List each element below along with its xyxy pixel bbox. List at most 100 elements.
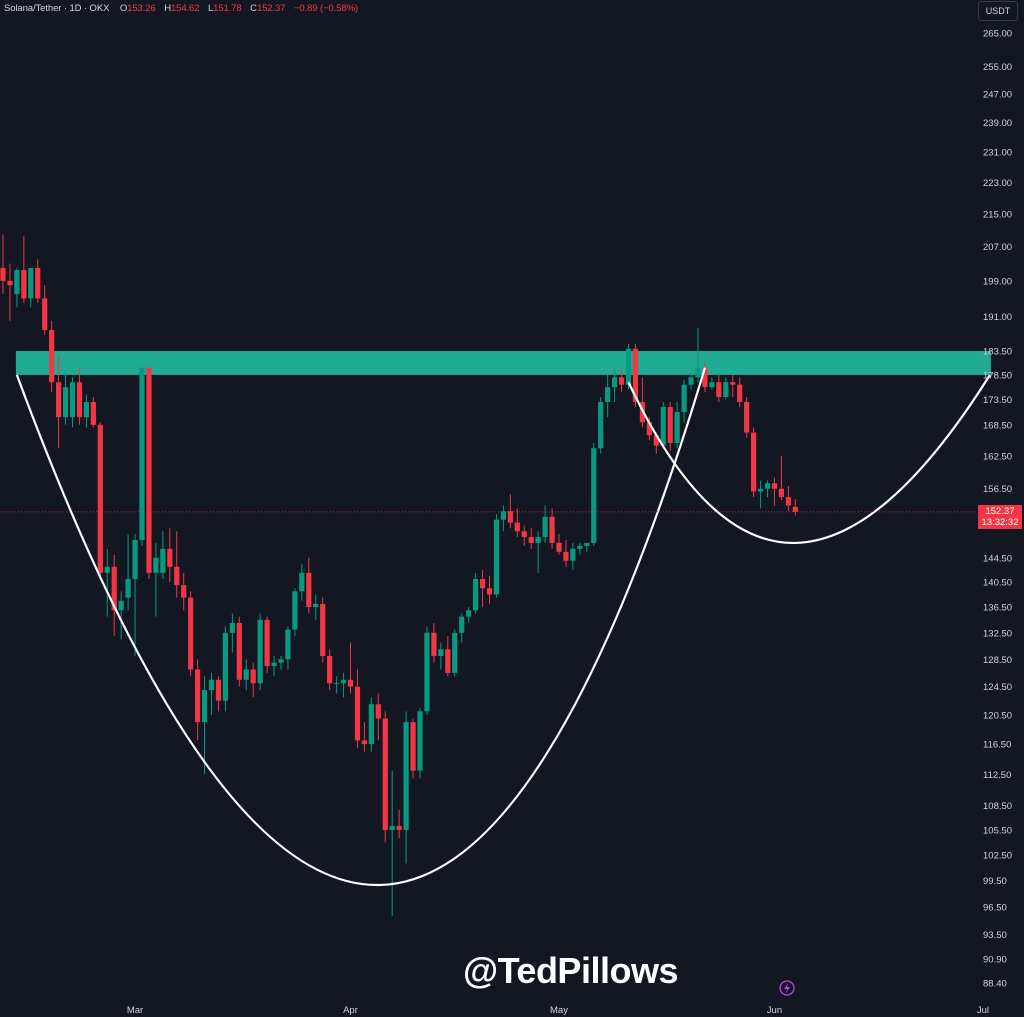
time-axis[interactable]: Mar Apr May Jun Jul [127, 1005, 989, 1016]
candle-body [208, 679, 215, 691]
symbol-title[interactable]: Solana/Tether · 1D · OKX [4, 3, 110, 14]
candle [118, 591, 124, 640]
candle-body [7, 280, 13, 286]
candle [751, 427, 757, 498]
candle-body [49, 330, 55, 383]
candle [125, 534, 131, 611]
y-tick-label: 191.00 [983, 312, 1012, 323]
candle-body [299, 572, 305, 592]
y-tick-label: 136.50 [983, 603, 1012, 614]
candle-body [514, 522, 520, 532]
candle-body [445, 649, 451, 673]
x-tick-label: Jul [977, 1005, 989, 1016]
candle-body [354, 686, 361, 741]
y-tick-label: 112.50 [983, 770, 1011, 781]
candle [591, 442, 597, 546]
candle-body [500, 511, 506, 520]
candle [14, 267, 20, 308]
candle-body [139, 367, 145, 540]
candle-body [111, 566, 117, 611]
candle [83, 394, 89, 428]
y-tick-label: 105.50 [983, 825, 1012, 836]
candle-body [744, 402, 750, 433]
y-tick-label: 128.50 [983, 655, 1012, 666]
resistance-zone [15, 351, 991, 375]
candle-body [632, 348, 639, 403]
y-tick-label: 124.50 [983, 682, 1012, 693]
candle-body [167, 548, 173, 567]
candle [250, 662, 256, 698]
candle-body [653, 435, 659, 446]
y-tick-label: 120.50 [983, 710, 1012, 721]
candle-body [625, 348, 632, 385]
candle [160, 531, 166, 579]
candle [292, 588, 298, 637]
candle [681, 379, 687, 423]
candle-body [778, 488, 784, 498]
candle [486, 575, 493, 604]
resistance-zone-layer [15, 351, 991, 375]
candle [97, 422, 103, 579]
candle-body [431, 632, 437, 656]
candle-body [90, 402, 96, 425]
candle-body [417, 711, 423, 771]
candle [438, 642, 444, 670]
candle-body [459, 616, 465, 633]
y-tick-label: 255.00 [983, 62, 1012, 73]
candle [459, 613, 465, 643]
candle-body [737, 384, 743, 403]
candle [201, 676, 208, 775]
candle [507, 494, 513, 529]
candle [431, 623, 437, 663]
y-tick-label: 93.50 [983, 930, 1007, 941]
candle [354, 669, 361, 748]
candle-body [62, 387, 69, 418]
y-tick-label: 265.00 [983, 29, 1012, 40]
candle-body [257, 619, 263, 684]
candle-body [709, 382, 715, 388]
candle [563, 539, 569, 567]
candle-body [35, 267, 41, 299]
candle [417, 707, 423, 779]
candle-body [612, 377, 618, 388]
candle [368, 697, 374, 752]
candle [62, 372, 69, 425]
candle-body [188, 597, 194, 670]
candle-body [21, 270, 27, 299]
candle [542, 505, 548, 543]
price-axis[interactable]: 265.00 255.00 247.00 239.00 231.00 223.00 215.… [983, 29, 1012, 990]
candle-body [42, 298, 48, 331]
candle-body [792, 506, 798, 512]
candle [285, 626, 291, 670]
candle-body [681, 384, 687, 413]
candle-body [83, 402, 89, 418]
candle-body [528, 537, 534, 543]
candle [521, 525, 527, 546]
lightning-bolt-icon[interactable] [779, 980, 795, 996]
change-value: −0.89 (−0.58%) [293, 3, 359, 14]
high-value: 154.62 [170, 3, 200, 14]
candle [688, 372, 694, 390]
candle-body [153, 557, 159, 573]
candle-body [396, 825, 402, 830]
candle-body [14, 270, 20, 294]
candle [528, 528, 534, 549]
candle-body [264, 619, 270, 667]
candle-body [598, 402, 604, 449]
currency-unit-button[interactable]: USDT [978, 1, 1018, 21]
candle-body [646, 422, 652, 436]
candle [313, 594, 319, 620]
candle [695, 327, 701, 383]
candle [577, 542, 583, 555]
candle [7, 263, 13, 321]
candle [327, 649, 333, 691]
candle [229, 613, 235, 653]
candle-body [438, 649, 444, 656]
candle-body [584, 542, 590, 546]
candle-body [570, 548, 576, 561]
candles-layer [0, 234, 798, 917]
candle-body [76, 382, 83, 418]
y-tick-label: 102.50 [983, 850, 1012, 861]
candle-body [667, 407, 673, 443]
